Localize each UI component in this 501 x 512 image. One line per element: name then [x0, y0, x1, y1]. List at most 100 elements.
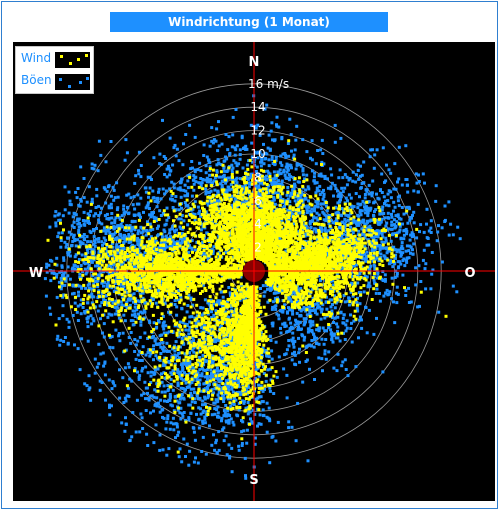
point-boeen: [161, 314, 165, 318]
point-boeen: [86, 325, 90, 329]
point-boeen: [128, 298, 132, 302]
point-boeen: [248, 176, 252, 180]
point-boeen: [94, 212, 98, 216]
point-boeen: [162, 228, 166, 232]
point-boeen: [100, 240, 104, 244]
point-boeen: [213, 412, 217, 416]
point-boeen: [359, 220, 363, 224]
point-boeen: [381, 146, 385, 150]
point-boeen: [396, 213, 400, 217]
point-boeen: [183, 194, 187, 198]
point-boeen: [363, 234, 367, 237]
point-boeen: [372, 332, 376, 336]
point-boeen: [143, 250, 147, 254]
point-boeen: [139, 175, 143, 179]
point-boeen: [217, 175, 221, 179]
point-boeen: [144, 233, 148, 237]
point-boeen: [123, 233, 126, 237]
point-boeen: [222, 165, 226, 169]
point-boeen: [163, 390, 167, 394]
point-boeen: [316, 218, 320, 222]
point-boeen: [218, 299, 222, 303]
point-boeen: [286, 166, 290, 170]
point-boeen: [166, 164, 170, 168]
point-boeen: [292, 153, 296, 157]
point-boeen: [386, 192, 390, 196]
point-boeen: [153, 239, 157, 243]
point-boeen: [203, 375, 207, 379]
point-boeen: [397, 177, 401, 181]
point-boeen: [265, 103, 269, 107]
point-boeen: [253, 207, 257, 211]
point-boeen: [405, 244, 409, 248]
point-boeen: [100, 301, 104, 305]
point-boeen: [141, 296, 145, 300]
point-boeen: [114, 225, 118, 229]
point-boeen: [401, 259, 405, 262]
point-boeen: [114, 299, 118, 303]
point-boeen: [177, 334, 181, 338]
point-boeen: [133, 309, 137, 313]
point-boeen: [207, 199, 211, 203]
point-boeen: [227, 385, 231, 389]
point-boeen: [228, 456, 232, 460]
point-boeen: [80, 286, 84, 290]
point-boeen: [173, 299, 177, 302]
point-boeen: [395, 272, 399, 275]
point-boeen: [263, 388, 266, 391]
point-boeen: [358, 302, 362, 306]
point-boeen: [253, 185, 257, 189]
point-boeen: [179, 386, 183, 390]
point-boeen: [124, 235, 128, 239]
point-boeen: [117, 332, 121, 335]
point-boeen: [88, 246, 92, 250]
point-boeen: [437, 224, 440, 228]
point-boeen: [216, 369, 220, 373]
point-boeen: [62, 293, 66, 297]
point-boeen: [349, 225, 353, 229]
point-boeen: [173, 362, 177, 366]
point-boeen: [108, 405, 111, 409]
point-boeen: [108, 403, 111, 407]
point-boeen: [392, 245, 396, 249]
point-boeen: [392, 209, 395, 213]
point-boeen: [242, 401, 246, 405]
point-boeen: [275, 375, 279, 379]
point-boeen: [83, 238, 86, 242]
point-boeen: [339, 195, 343, 199]
point-boeen: [180, 206, 183, 210]
point-boeen: [387, 262, 391, 266]
point-boeen: [303, 321, 307, 324]
point-boeen: [357, 290, 361, 294]
point-boeen: [240, 134, 244, 138]
point-boeen: [287, 154, 291, 158]
point-boeen: [404, 294, 408, 297]
point-boeen: [157, 320, 161, 324]
point-boeen: [130, 313, 134, 317]
point-boeen: [154, 301, 158, 305]
point-boeen: [111, 245, 115, 249]
point-boeen: [74, 253, 78, 257]
point-boeen: [333, 123, 337, 127]
point-boeen: [134, 174, 138, 178]
point-boeen: [230, 385, 234, 389]
point-boeen: [210, 413, 214, 417]
point-boeen: [187, 463, 191, 467]
point-boeen: [324, 300, 328, 304]
point-boeen: [330, 173, 334, 177]
point-boeen: [100, 206, 103, 210]
point-boeen: [273, 177, 277, 180]
point-boeen: [186, 304, 190, 307]
point-boeen: [284, 165, 288, 169]
point-boeen: [271, 434, 275, 438]
point-boeen: [127, 365, 131, 369]
point-boeen: [192, 366, 196, 370]
point-boeen: [90, 260, 94, 264]
point-boeen: [114, 286, 118, 290]
point-boeen: [157, 190, 160, 194]
point-boeen: [169, 403, 173, 407]
point-boeen: [110, 404, 113, 408]
point-boeen: [62, 340, 66, 343]
point-boeen: [107, 312, 111, 316]
point-boeen: [417, 180, 421, 183]
